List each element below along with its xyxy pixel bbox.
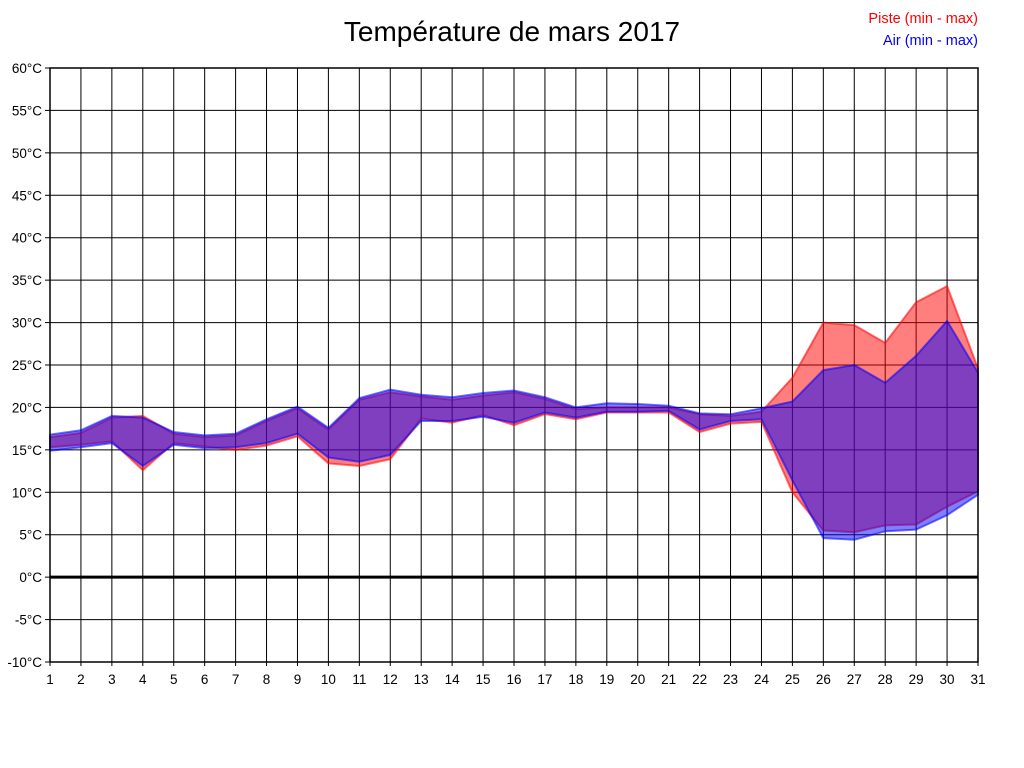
x-tick-label: 19 bbox=[599, 672, 614, 687]
x-tick-label: 30 bbox=[940, 672, 955, 687]
y-tick-label: 15°C bbox=[12, 443, 42, 458]
x-tick-label: 4 bbox=[139, 672, 147, 687]
x-tick-label: 5 bbox=[170, 672, 178, 687]
x-tick-label: 10 bbox=[321, 672, 336, 687]
y-tick-label: 30°C bbox=[12, 316, 42, 331]
y-tick-label: 20°C bbox=[12, 400, 42, 415]
y-tick-label: 10°C bbox=[12, 485, 42, 500]
axis-tick-labels: 60°C55°C50°C45°C40°C35°C30°C25°C20°C15°C… bbox=[7, 61, 985, 687]
x-tick-label: 2 bbox=[77, 672, 85, 687]
x-tick-label: 13 bbox=[414, 672, 429, 687]
legend-item-air: Air (min - max) bbox=[882, 33, 978, 49]
y-tick-label: 25°C bbox=[12, 358, 42, 373]
y-tick-label: 45°C bbox=[12, 188, 42, 203]
x-tick-label: 9 bbox=[294, 672, 302, 687]
chart-title: Température de mars 2017 bbox=[343, 16, 681, 47]
x-tick-label: 20 bbox=[630, 672, 645, 687]
y-tick-label: 50°C bbox=[12, 146, 42, 161]
x-tick-label: 26 bbox=[816, 672, 831, 687]
x-tick-label: 12 bbox=[383, 672, 398, 687]
plot-frame bbox=[49, 67, 979, 663]
x-tick-label: 18 bbox=[568, 672, 583, 687]
y-tick-label: -10°C bbox=[7, 655, 42, 670]
x-tick-label: 14 bbox=[445, 672, 461, 687]
x-tick-label: 24 bbox=[754, 672, 770, 687]
y-tick-label: 5°C bbox=[19, 528, 42, 543]
x-tick-label: 8 bbox=[263, 672, 271, 687]
grid-lines bbox=[45, 67, 979, 666]
x-tick-label: 11 bbox=[352, 672, 366, 687]
y-tick-label: 0°C bbox=[19, 570, 42, 585]
chart-legend: Piste (min - max) Air (min - max) bbox=[868, 8, 978, 52]
y-tick-label: 40°C bbox=[12, 231, 42, 246]
legend-item-piste: Piste (min - max) bbox=[868, 11, 978, 27]
x-tick-label: 16 bbox=[506, 672, 521, 687]
y-tick-label: -5°C bbox=[15, 613, 42, 628]
x-tick-label: 27 bbox=[847, 672, 862, 687]
y-tick-label: 60°C bbox=[12, 61, 42, 76]
x-tick-label: 1 bbox=[46, 672, 54, 687]
y-tick-label: 35°C bbox=[12, 273, 42, 288]
y-tick-label: 55°C bbox=[12, 103, 42, 118]
x-tick-label: 31 bbox=[970, 672, 985, 687]
x-tick-label: 3 bbox=[108, 672, 116, 687]
x-tick-label: 15 bbox=[476, 672, 491, 687]
x-tick-label: 21 bbox=[661, 672, 676, 687]
x-tick-label: 25 bbox=[785, 672, 800, 687]
x-tick-label: 23 bbox=[723, 672, 738, 687]
x-tick-label: 22 bbox=[692, 672, 707, 687]
x-tick-label: 7 bbox=[232, 672, 240, 687]
x-tick-label: 29 bbox=[909, 672, 924, 687]
x-tick-label: 6 bbox=[201, 672, 209, 687]
x-tick-label: 17 bbox=[537, 672, 552, 687]
x-tick-label: 28 bbox=[878, 672, 893, 687]
